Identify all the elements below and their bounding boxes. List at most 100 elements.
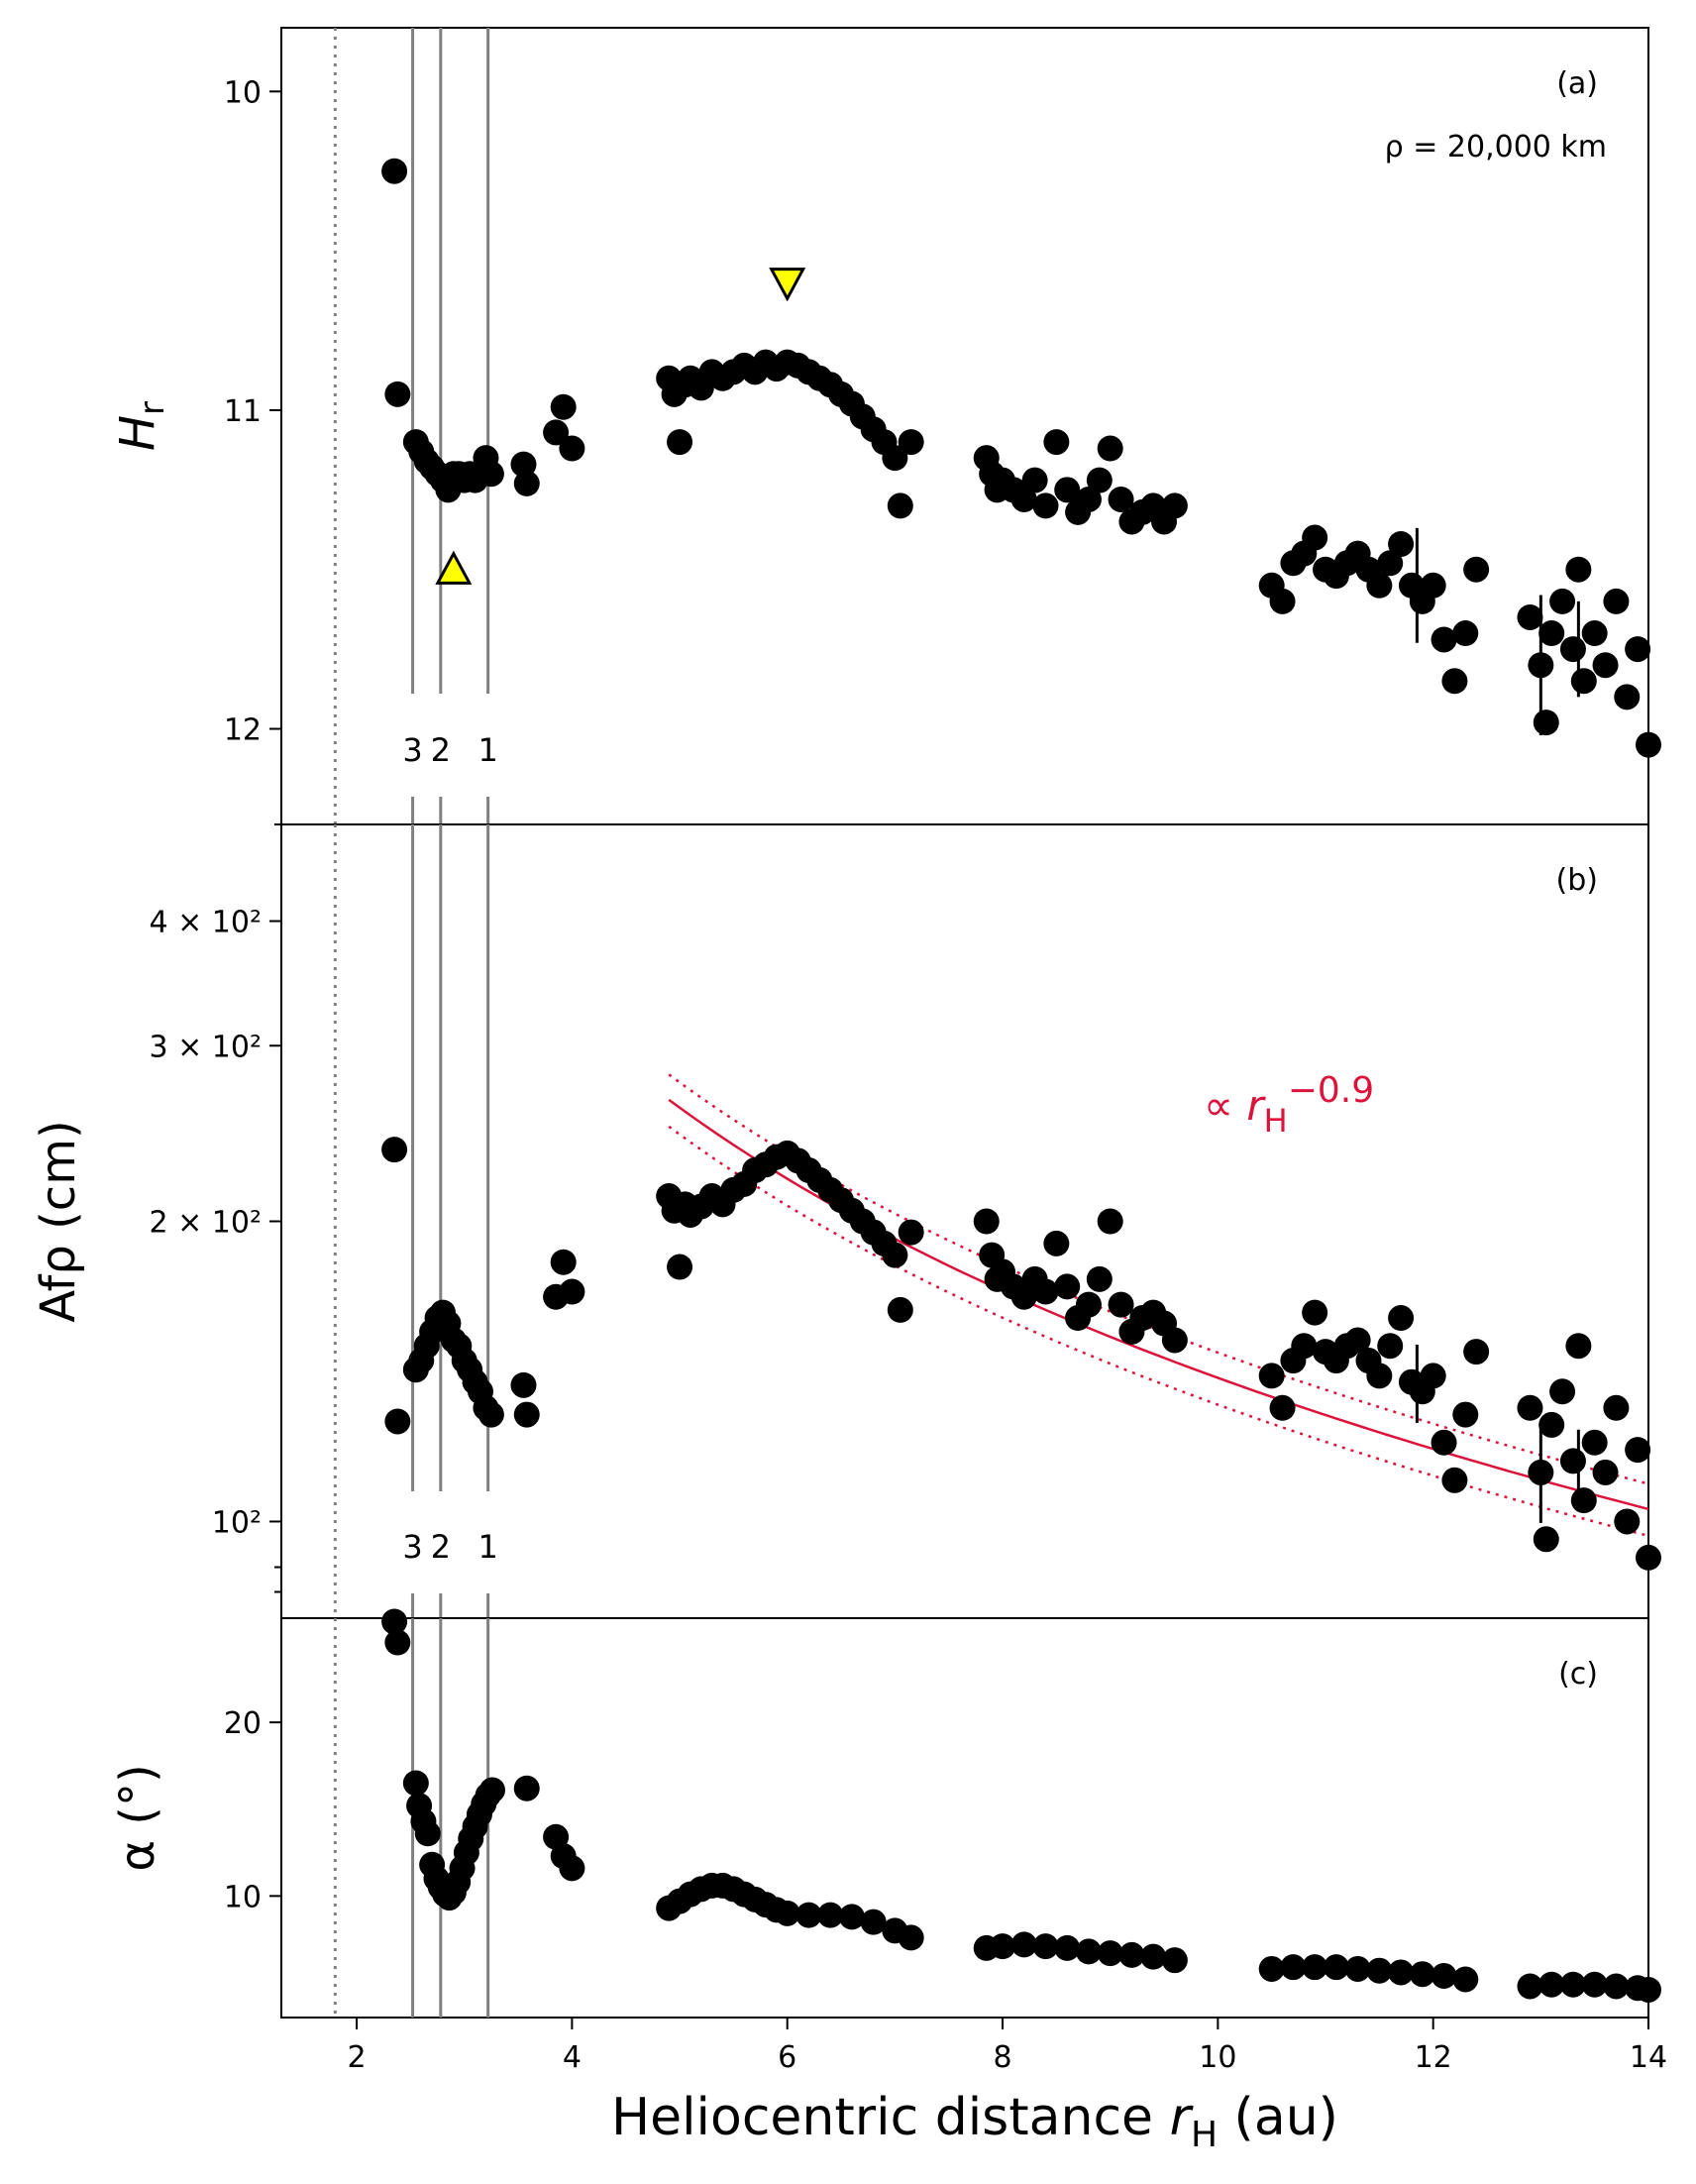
data-point	[1538, 620, 1565, 647]
data-point	[1409, 1961, 1435, 1988]
x-tick-label: 8	[993, 2040, 1011, 2075]
data-point	[898, 1219, 924, 1246]
y-axis-label: α (°)	[110, 1764, 165, 1871]
panel-label: (a)	[1556, 66, 1598, 101]
data-point	[550, 1249, 577, 1275]
data-point	[1258, 1363, 1285, 1389]
data-point	[1021, 467, 1048, 493]
data-point	[1097, 1208, 1123, 1235]
data-point	[550, 393, 577, 420]
data-point	[510, 1371, 537, 1398]
data-point	[973, 1208, 1000, 1235]
data-point	[1032, 1933, 1059, 1960]
data-point	[1452, 1966, 1479, 1993]
data-point	[887, 492, 913, 519]
data-point	[1054, 1934, 1081, 1961]
data-point	[882, 1242, 908, 1268]
data-point	[1140, 1943, 1167, 1970]
data-point	[1549, 1378, 1576, 1405]
panel-label: (b)	[1556, 863, 1598, 898]
y-tick-label: 3 × 10²	[150, 1030, 263, 1064]
fit-label: ∝ rH−0.9	[1204, 1070, 1374, 1140]
data-point	[1463, 1339, 1490, 1365]
data-point	[1625, 1437, 1651, 1464]
data-point	[1344, 1327, 1371, 1354]
data-point	[887, 1296, 913, 1323]
y-tick-label: 10	[224, 75, 262, 110]
data-point	[1054, 1273, 1081, 1300]
data-point	[1559, 636, 1586, 663]
y-tick-label: 2 × 10²	[150, 1206, 263, 1241]
data-point	[1463, 556, 1490, 583]
data-point	[1420, 1363, 1446, 1389]
data-point	[1441, 1467, 1468, 1493]
data-point	[1043, 1230, 1070, 1256]
data-point	[1431, 1429, 1457, 1456]
data-point	[1032, 1278, 1059, 1305]
y-tick-label: 12	[224, 713, 262, 748]
data-point	[1108, 1291, 1134, 1318]
data-point	[1565, 1333, 1592, 1360]
data-point	[1054, 477, 1081, 503]
data-point	[1559, 1971, 1586, 1998]
data-point	[1280, 1954, 1307, 1981]
data-point	[1086, 467, 1113, 493]
data-point	[1538, 1971, 1565, 1998]
data-point	[1592, 652, 1619, 679]
data-point	[1431, 1962, 1457, 1989]
panel-b: 3 2 1 10² 2 × 10² 3 × 10² 4 × 10² Afρ (cm) (b) ∝ …	[31, 823, 1661, 1619]
data-point	[384, 381, 411, 407]
data-point	[1377, 1333, 1404, 1360]
reference-line-label: 1	[477, 1528, 497, 1566]
data-point	[1258, 1955, 1285, 1982]
data-point	[667, 1254, 693, 1280]
reference-line-label: 3	[402, 731, 422, 769]
data-point	[1366, 1363, 1393, 1389]
data-point	[510, 451, 537, 478]
data-point	[559, 435, 585, 462]
data-point	[477, 1401, 504, 1428]
data-point	[1075, 486, 1102, 512]
data-point	[381, 1137, 408, 1163]
y-tick-label: 11	[224, 394, 262, 429]
data-point	[1559, 1448, 1586, 1474]
reference-line-label: 2	[431, 731, 451, 769]
data-point	[1420, 572, 1446, 599]
panel-frame	[280, 1617, 1649, 2019]
triangle-down-marker	[769, 268, 806, 302]
data-point	[559, 1855, 585, 1882]
data-point	[1549, 588, 1576, 614]
data-point	[1075, 1291, 1102, 1318]
data-point	[1161, 492, 1188, 519]
x-axis: 2 4 6 8 10 12 14 Heliocentric distance rH (au)	[348, 2018, 1667, 2155]
data-point	[543, 419, 570, 446]
data-point	[1388, 1959, 1415, 1986]
y-tick-label: 10²	[212, 1505, 262, 1540]
data-point	[1302, 1954, 1328, 1981]
data-point	[1603, 1973, 1630, 2000]
y-axis-label: Afρ (cm)	[31, 1120, 86, 1322]
data-point	[1043, 429, 1070, 456]
data-point	[513, 470, 540, 496]
data-point	[1269, 588, 1296, 614]
data-point	[1452, 620, 1479, 647]
data-point	[1565, 556, 1592, 583]
data-point	[1161, 1327, 1188, 1354]
fit-lower-bound	[668, 1125, 1649, 1538]
data-point	[1291, 1333, 1318, 1360]
data-point	[1603, 1394, 1630, 1421]
data-point	[860, 1909, 887, 1935]
data-point	[898, 429, 924, 456]
triangle-up-marker	[435, 550, 473, 585]
data-point	[1032, 492, 1059, 519]
fit-upper-bound	[668, 1073, 1649, 1485]
panel-a: 3 2 1 10 11 12 Hr (a) ρ = 20,000 km	[110, 27, 1661, 825]
data-point	[774, 1900, 800, 1926]
x-tick-label: 14	[1630, 2040, 1667, 2075]
data-point	[1344, 1955, 1371, 1982]
data-point	[1636, 1976, 1661, 2003]
data-point	[1533, 1526, 1559, 1553]
data-point	[1097, 1940, 1123, 1967]
data-point	[381, 1608, 408, 1635]
y-tick-label: 4 × 10²	[150, 906, 263, 940]
